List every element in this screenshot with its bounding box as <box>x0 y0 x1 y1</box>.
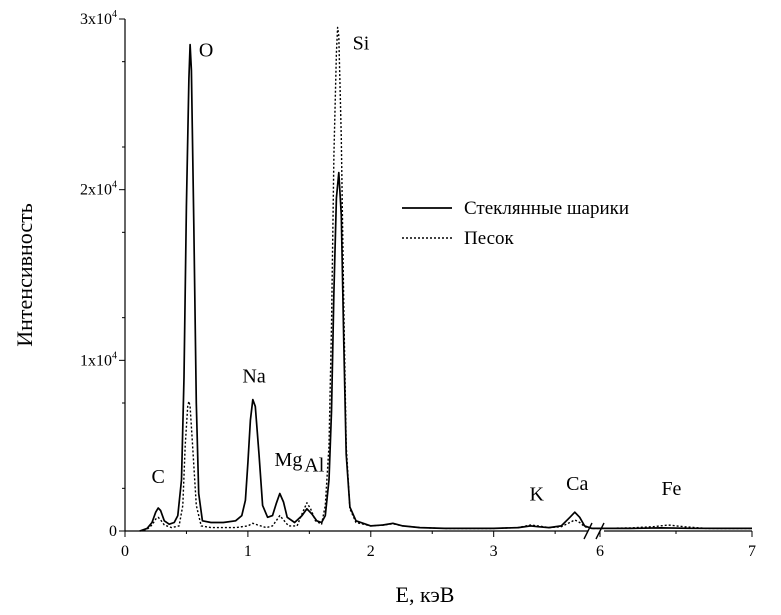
peak-label: K <box>529 483 544 505</box>
peak-label: O <box>199 40 213 62</box>
x-tick-label: 0 <box>121 543 129 560</box>
x-axis-title: E, кэВ <box>396 582 455 607</box>
series-layer <box>139 26 752 532</box>
peak-label: Al <box>304 454 324 476</box>
peak-label: Na <box>242 366 265 388</box>
y-tick-label: 2x104 <box>80 180 117 199</box>
peak-label: Si <box>353 33 370 55</box>
peak-label: C <box>152 466 165 488</box>
peak-label: Fe <box>661 478 681 500</box>
x-tick-label: 1 <box>244 543 252 560</box>
y-tick-label: 1x104 <box>80 350 117 369</box>
x-tick-label: 2 <box>367 543 375 560</box>
legend-label: Стеклянные шарики <box>464 198 629 219</box>
legend: Стеклянные шарики Песок <box>402 198 629 249</box>
axes: 0 1 2 3 6 7 0 1x104 2x104 3x104 <box>80 9 756 560</box>
series-line-2 <box>139 26 752 532</box>
y-axis-title: Интенсивность <box>12 203 37 346</box>
legend-label: Песок <box>464 228 515 249</box>
x-tick-label: 3 <box>490 543 498 560</box>
peak-label: Mg <box>275 449 303 471</box>
peak-label: Ca <box>566 473 588 495</box>
y-tick-label: 0 <box>109 523 117 540</box>
x-tick-label: 6 <box>596 543 604 560</box>
y-tick-label: 3x104 <box>80 9 117 28</box>
peak-labels: C O Na Mg Al Si K Ca Fe <box>152 33 682 506</box>
series-line-1 <box>139 43 752 532</box>
axis-break-mark <box>583 522 593 540</box>
x-tick-label: 7 <box>748 543 756 560</box>
